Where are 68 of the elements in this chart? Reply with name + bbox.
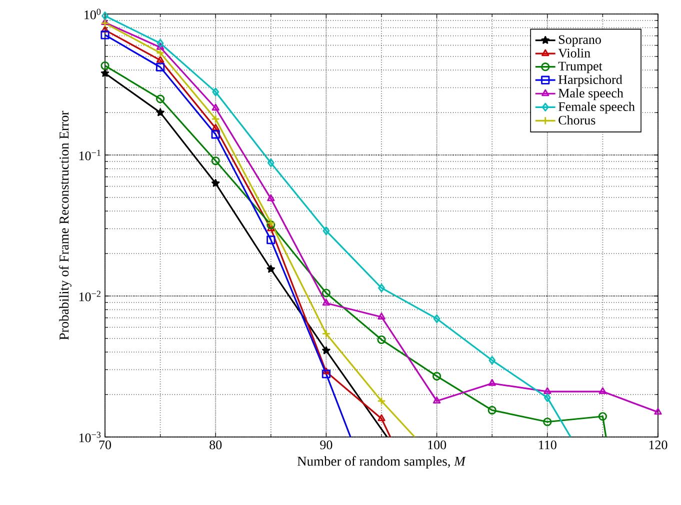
- point: [377, 396, 386, 406]
- point: [211, 156, 220, 166]
- point: [322, 370, 330, 378]
- point: [377, 335, 386, 344]
- legend-label: Chorus: [558, 115, 596, 125]
- point: [322, 298, 330, 306]
- legend-label: Violin: [558, 48, 590, 58]
- point: [322, 288, 330, 298]
- legend-label: Trumpet: [558, 62, 602, 74]
- point: [156, 38, 164, 48]
- point: [100, 68, 110, 77]
- point: [543, 418, 552, 426]
- point: [102, 12, 108, 20]
- y-axis-title: Probability of Frame Reconstruction Error: [59, 110, 72, 340]
- x-tick-label: 100: [428, 440, 446, 450]
- point: [101, 26, 109, 33]
- legend-label: Female speech: [558, 102, 635, 114]
- y-tick-label: 10$^{−2}$: [79, 290, 100, 302]
- point: [544, 393, 551, 402]
- point: [156, 56, 164, 63]
- point: [654, 408, 662, 415]
- point: [212, 124, 220, 131]
- point: [266, 264, 276, 273]
- point: [488, 379, 496, 386]
- point: [322, 329, 330, 338]
- point: [100, 30, 110, 40]
- point: [156, 43, 164, 50]
- point: [433, 314, 440, 324]
- point: [101, 18, 109, 26]
- x-tick-label: 90: [320, 440, 332, 450]
- point: [322, 346, 330, 354]
- x-tick-label: 70: [99, 440, 112, 450]
- legend-label: Soprano: [558, 35, 601, 47]
- x-axis-title: Number of random samples, M: [297, 456, 466, 469]
- point: [322, 367, 330, 374]
- point: [212, 88, 219, 96]
- point: [267, 224, 275, 232]
- point: [268, 158, 274, 168]
- point: [488, 356, 496, 365]
- point: [598, 387, 607, 394]
- point: [211, 114, 220, 124]
- point: [266, 236, 276, 244]
- point: [544, 387, 552, 394]
- point: [432, 396, 441, 404]
- point: [156, 94, 165, 104]
- legend-label: Harpsichord: [558, 74, 622, 87]
- point: [156, 108, 164, 116]
- x-tick-label: 80: [210, 440, 222, 450]
- point: [156, 62, 165, 72]
- point: [156, 48, 165, 58]
- point: [598, 412, 607, 421]
- point: [322, 226, 330, 236]
- x-tick-label: 120: [649, 440, 668, 450]
- point: [488, 406, 496, 414]
- point: [100, 18, 110, 28]
- point: [267, 194, 275, 202]
- point: [211, 130, 220, 139]
- point: [378, 312, 386, 320]
- point: [378, 284, 385, 292]
- point: [432, 372, 442, 380]
- point: [100, 61, 110, 70]
- y-tick-label: 10$^{−1}$: [79, 150, 100, 160]
- point: [212, 104, 220, 111]
- legend-label: Male speech: [558, 88, 624, 100]
- y-tick-label: 10$^{0}$: [84, 8, 101, 20]
- x-tick-label: 110: [539, 440, 556, 450]
- point: [378, 414, 386, 422]
- point: [211, 178, 220, 187]
